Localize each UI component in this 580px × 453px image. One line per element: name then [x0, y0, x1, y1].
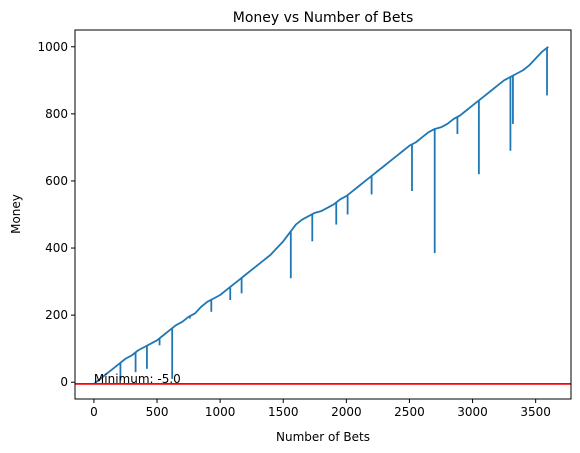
spike-layer	[119, 47, 548, 381]
x-tick-label-2500: 2500	[394, 405, 425, 419]
x-tick-label-3000: 3000	[457, 405, 488, 419]
axes-frame	[74, 29, 572, 400]
x-tick-label-3500: 3500	[520, 405, 551, 419]
x-tick-label-1000: 1000	[205, 405, 236, 419]
y-tick-label-200: 200	[45, 308, 68, 322]
plot-area	[75, 30, 571, 399]
y-tick-label-600: 600	[45, 174, 68, 188]
y-tick-label-1000: 1000	[37, 40, 68, 54]
y-axis-label: Money	[9, 194, 23, 234]
x-tick-label-1500: 1500	[268, 405, 299, 419]
chart-title: Money vs Number of Bets	[233, 10, 414, 26]
axes-layer: 0 500 1000 1500 2000 2500 3000 3500 0 200 400 600 80…	[37, 29, 572, 419]
x-tick-label-0: 0	[90, 405, 98, 419]
minimum-annotation: Minimum: -5.0	[94, 372, 181, 386]
series-layer	[93, 46, 549, 385]
x-tick-label-500: 500	[146, 405, 169, 419]
x-axis-label: Number of Bets	[276, 430, 370, 444]
series-line-0	[93, 46, 549, 385]
y-tick-label-800: 800	[45, 107, 68, 121]
y-tick-label-400: 400	[45, 241, 68, 255]
y-tick-label-0: 0	[60, 375, 68, 389]
x-tick-label-2000: 2000	[331, 405, 362, 419]
